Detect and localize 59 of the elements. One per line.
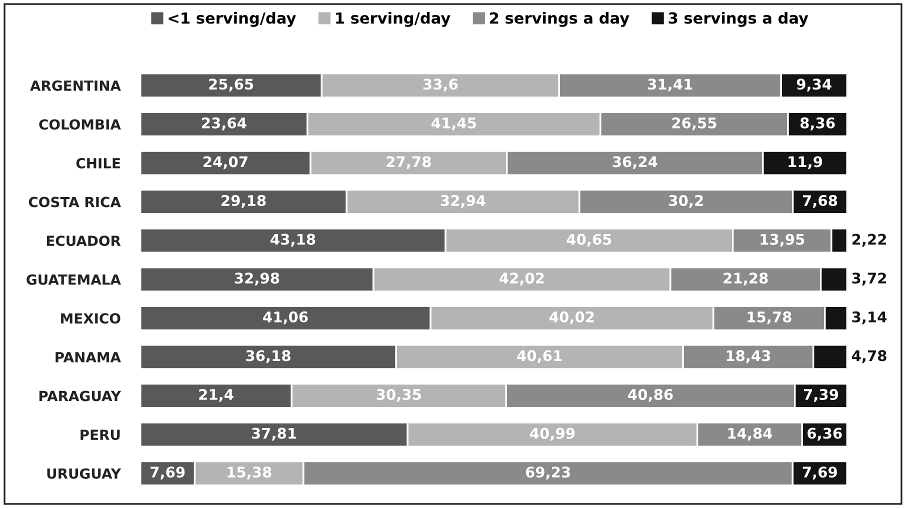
- data-label: 14,84: [728, 428, 772, 441]
- data-label: 21,28: [724, 272, 768, 286]
- data-label: 15,78: [748, 311, 792, 324]
- y-tick-label: PARAGUAY: [39, 390, 122, 402]
- data-label: 42,02: [500, 272, 544, 286]
- data-label: 25,65: [209, 78, 254, 92]
- data-label: 41,45: [432, 118, 476, 130]
- data-label: 32,98: [234, 272, 280, 286]
- data-label: 6,36: [808, 428, 842, 441]
- legend-label: 3 servings a day: [668, 12, 808, 27]
- data-label: 26,55: [672, 117, 716, 130]
- data-label: 7,69: [150, 466, 185, 480]
- legend-label: 1 serving/day: [336, 12, 450, 27]
- data-label: 7,39: [804, 388, 838, 402]
- data-label: 7,69: [802, 466, 837, 480]
- y-tick-label: MEXICO: [61, 313, 120, 324]
- data-label: 3,72: [852, 272, 886, 286]
- y-tick-label: COLOMBIA: [39, 119, 121, 130]
- data-label: 27,78: [386, 156, 431, 170]
- y-tick-label: ECUADOR: [46, 236, 121, 246]
- y-tick-label: URUGUAY: [47, 468, 122, 479]
- data-label: 37,81: [252, 428, 296, 441]
- data-label: 69,23: [526, 466, 570, 480]
- data-label: 40,02: [550, 311, 594, 324]
- y-tick-label: COSTA RICA: [28, 196, 121, 208]
- data-label: 41,06: [263, 311, 308, 324]
- data-label: 33,6: [423, 78, 458, 92]
- data-label: 9,34: [796, 78, 832, 92]
- data-label: 23,64: [202, 117, 246, 130]
- data-label: 40,65: [566, 234, 612, 247]
- data-label: 2,22: [852, 234, 886, 247]
- data-label: 15,38: [228, 466, 272, 480]
- data-label: 3,14: [852, 311, 887, 324]
- data-label: 36,18: [246, 350, 290, 364]
- legend-label: <1 serving/day: [168, 12, 296, 27]
- data-label: 32,94: [440, 195, 486, 208]
- legend-label: 2 servings a day: [490, 12, 630, 27]
- data-label: 29,18: [222, 195, 266, 208]
- y-tick-label: CHILE: [76, 158, 120, 168]
- data-label: 11,9: [788, 156, 822, 170]
- y-tick-label: PERU: [80, 430, 120, 440]
- data-label: 21,4: [199, 388, 234, 402]
- data-label: 40,61: [517, 350, 562, 364]
- data-label: 30,2: [669, 195, 703, 208]
- y-tick-label: ARGENTINA: [30, 80, 121, 91]
- data-label: 40,86: [628, 388, 673, 402]
- y-tick-label: GUATEMALA: [26, 274, 121, 285]
- data-label: 40,99: [530, 428, 575, 441]
- data-label: 24,07: [204, 156, 248, 170]
- data-label: 43,18: [270, 234, 316, 247]
- data-label: 8,36: [800, 117, 835, 130]
- y-tick-label: PANAMA: [56, 352, 121, 362]
- data-label: 31,41: [648, 78, 692, 92]
- data-label: 30,35: [376, 388, 421, 402]
- data-label: 7,68: [802, 195, 838, 208]
- data-label: 4,78: [852, 350, 886, 364]
- data-label: 13,95: [760, 234, 804, 247]
- data-label: 18,43: [726, 350, 770, 364]
- data-label: 36,24: [612, 156, 658, 170]
